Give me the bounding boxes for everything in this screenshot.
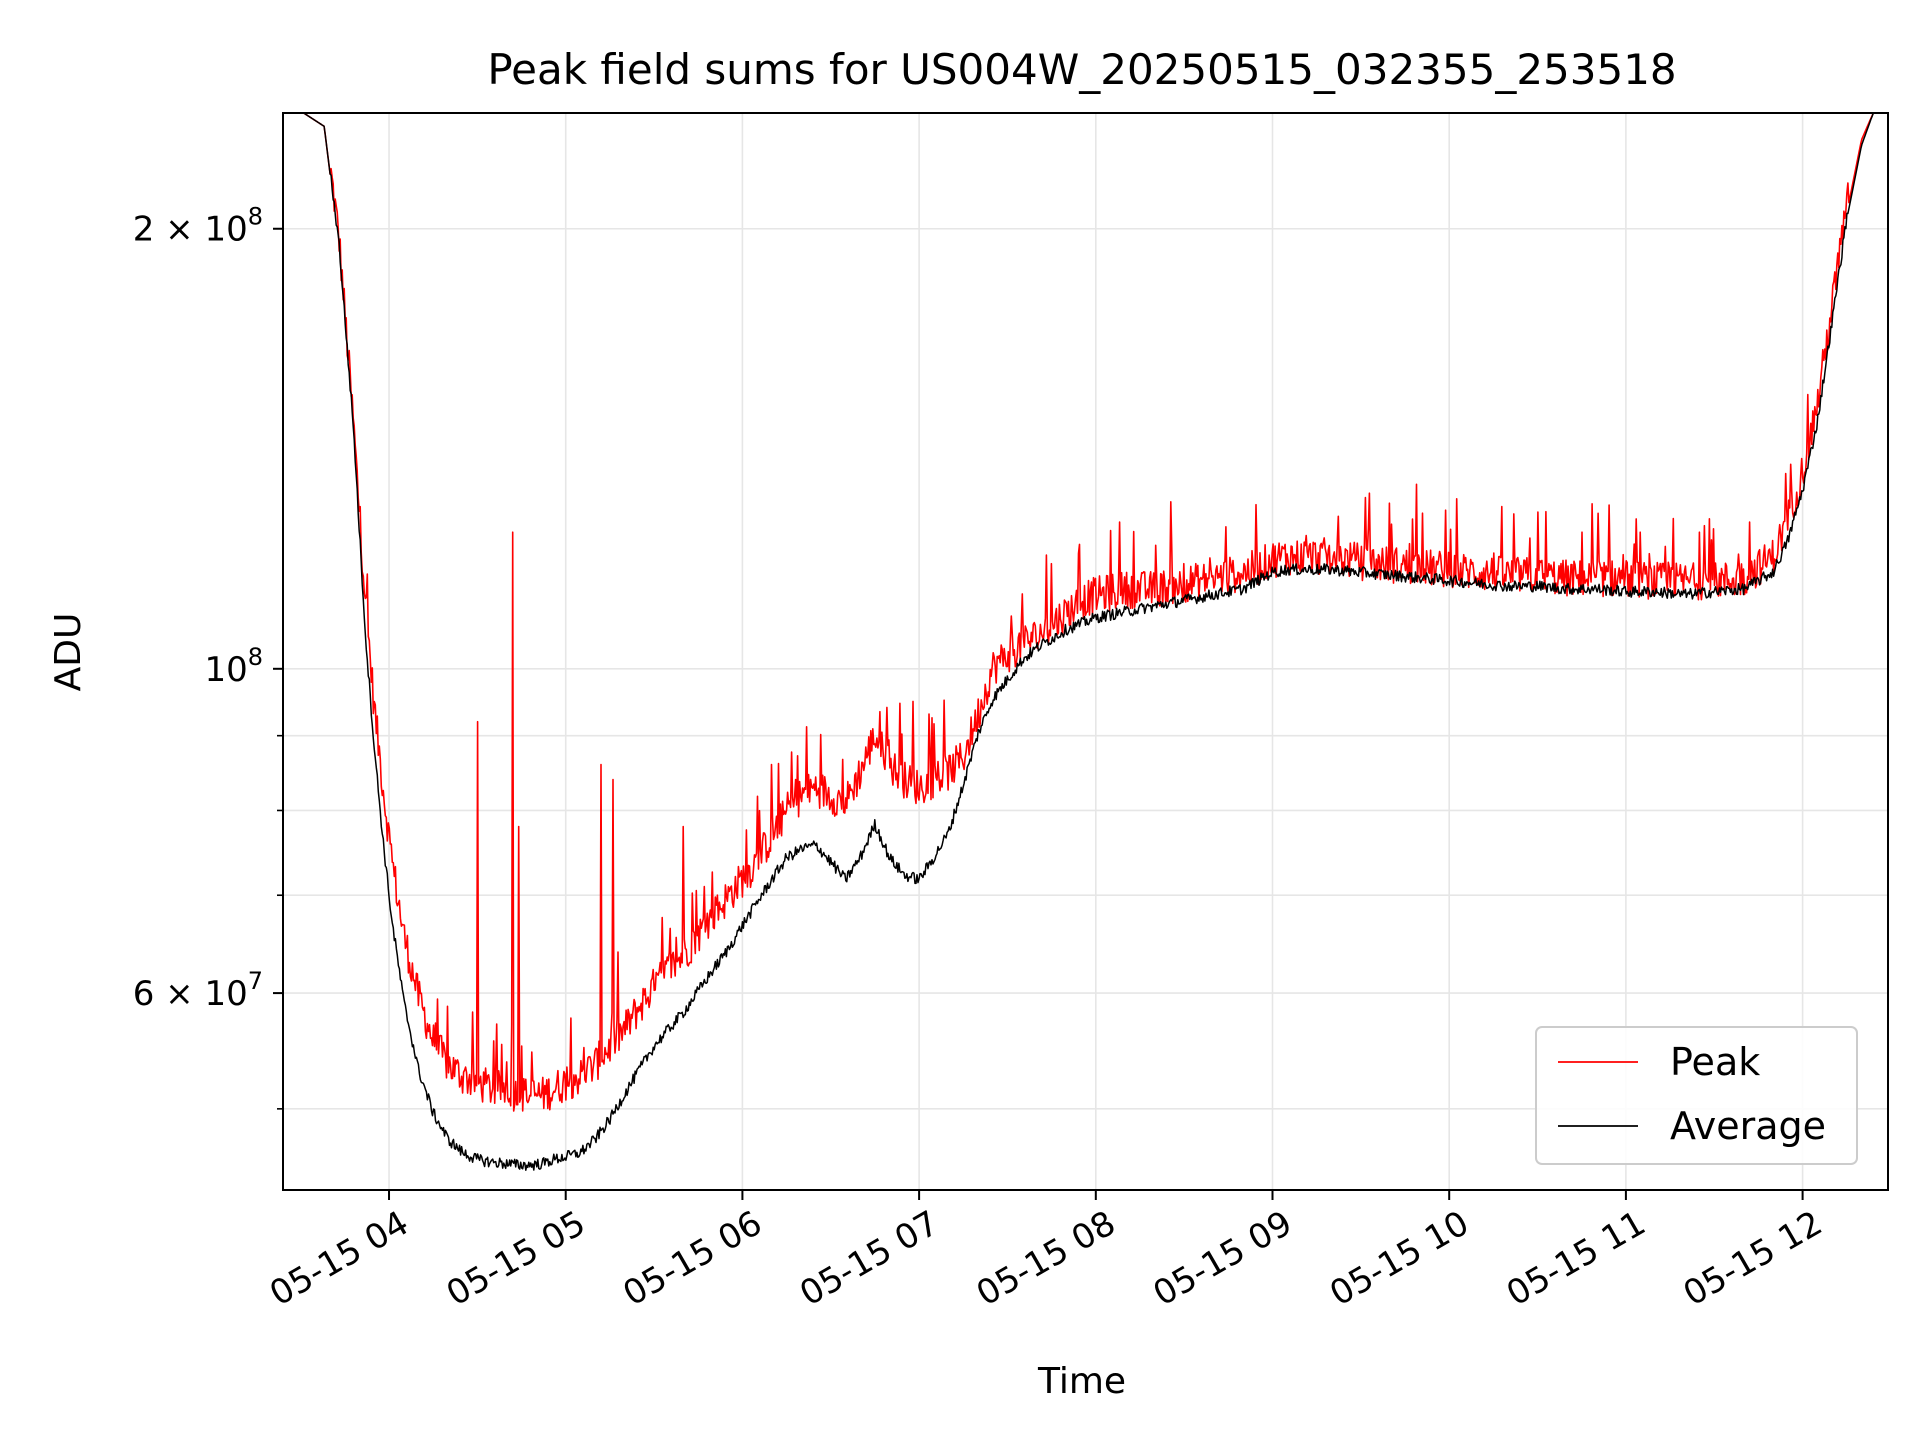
- y-axis-title: ADU: [48, 613, 89, 692]
- legend-label-average: Average: [1670, 1104, 1826, 1148]
- chart-title: Peak field sums for US004W_20250515_0323…: [487, 45, 1676, 94]
- series-line-peak: [283, 113, 1888, 1112]
- plot-frame: [282, 112, 1889, 1191]
- y-axis: 2 × 108 108 6 × 107: [133, 203, 283, 1110]
- y-tick-label-1: 108: [204, 643, 263, 690]
- y-tick-label-0: 2 × 108: [133, 203, 263, 250]
- plot-area: [283, 113, 1888, 1171]
- series-line-average: [283, 113, 1888, 1171]
- grid-lines: [283, 113, 1888, 1190]
- x-axis-title: Time: [1037, 1361, 1126, 1402]
- y-tick-label-2: 6 × 107: [133, 967, 263, 1014]
- legend-label-peak: Peak: [1670, 1040, 1760, 1084]
- plot-series: [283, 113, 1888, 1171]
- legend: Peak Average: [1535, 1026, 1858, 1165]
